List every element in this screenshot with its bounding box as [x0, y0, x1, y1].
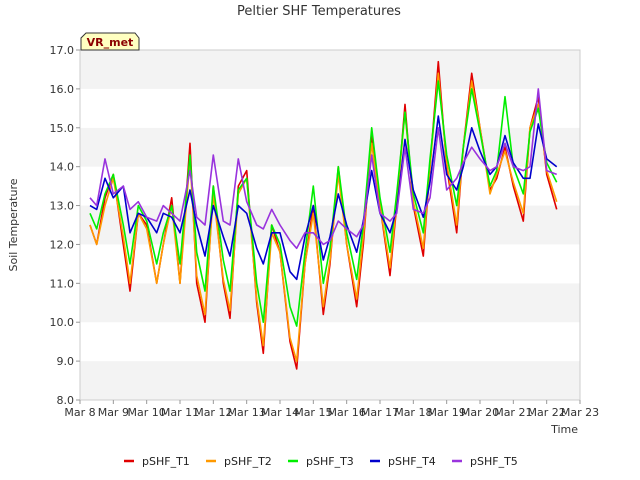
- legend-label: pSHF_T5: [470, 455, 518, 468]
- grid-band: [80, 166, 580, 206]
- series-line-pshf_t4: [89, 115, 558, 281]
- x-tick-label: Mar 13: [228, 406, 266, 419]
- legend-label: pSHF_T3: [306, 455, 354, 468]
- x-tick-label: Mar 18: [394, 406, 432, 419]
- y-tick-label: 10.0: [50, 316, 75, 329]
- x-tick-label: Mar 22: [528, 406, 566, 419]
- vr-met-badge: VR_met: [80, 32, 140, 51]
- x-tick-label: Mar 15: [294, 406, 332, 419]
- legend-label: pSHF_T2: [224, 455, 272, 468]
- grid-band: [80, 88, 580, 128]
- y-tick-label: 16.0: [50, 83, 75, 96]
- legend-item-pshf_t5: pSHF_T5: [452, 455, 518, 468]
- series-line-pshf_t3: [89, 80, 558, 327]
- chart-title: Peltier SHF Temperatures: [237, 4, 401, 19]
- y-tick-label: 15.0: [50, 122, 75, 135]
- y-tick-label: 12.0: [50, 238, 75, 251]
- x-axis-label: Time: [550, 423, 578, 436]
- y-tick-label: 14.0: [50, 161, 75, 174]
- x-tick-label: Mar 11: [161, 406, 199, 419]
- series-lines: [89, 60, 558, 370]
- legend-item-pshf_t4: pSHF_T4: [370, 455, 436, 468]
- grid-band: [80, 50, 580, 89]
- y-axis: 8.0 9.0 10.0 11.0 12.0 13.0 14.0 15.0 16.0 17.0: [50, 44, 80, 407]
- y-tick-label: 13.0: [50, 200, 75, 213]
- legend-item-pshf_t1: pSHF_T1: [124, 455, 190, 468]
- y-tick-label: 9.0: [57, 355, 75, 368]
- badge-shape: [80, 32, 140, 51]
- badge-label: VR_met: [87, 36, 134, 49]
- legend-item-pshf_t3: pSHF_T3: [288, 455, 354, 468]
- legend-label: pSHF_T1: [142, 455, 190, 468]
- series-line-pshf_t5: [89, 88, 557, 250]
- y-axis-label: Soil Temperature: [7, 178, 20, 271]
- y-tick-label: 8.0: [57, 394, 75, 407]
- y-tick-label: 17.0: [50, 44, 75, 57]
- x-tick-label: Mar 9: [98, 406, 129, 419]
- x-tick-label: Mar 23: [561, 406, 599, 419]
- grid-band: [80, 127, 580, 167]
- x-tick-label: Mar 14: [261, 406, 299, 419]
- x-tick-label: Mar 12: [194, 406, 232, 419]
- y-tick-label: 11.0: [50, 277, 75, 290]
- grid-band: [80, 322, 580, 362]
- x-tick-label: Mar 21: [494, 406, 532, 419]
- series-line-pshf_t2: [89, 72, 558, 362]
- grid-band: [80, 283, 580, 323]
- legend-label: pSHF_T4: [388, 455, 436, 468]
- x-tick-label: Mar 16: [328, 406, 366, 419]
- x-tick-label: Mar 20: [461, 406, 499, 419]
- grid-band: [80, 361, 580, 400]
- x-tick-label: Mar 8: [64, 406, 95, 419]
- legend: pSHF_T1 pSHF_T2 pSHF_T3 pSHF_T4 pSHF_T5: [124, 455, 518, 468]
- plot-area: [79, 49, 581, 401]
- x-tick-label: Mar 19: [428, 406, 466, 419]
- legend-item-pshf_t2: pSHF_T2: [206, 455, 272, 468]
- x-tick-label: Mar 10: [128, 406, 166, 419]
- x-tick-label: Mar 17: [361, 406, 399, 419]
